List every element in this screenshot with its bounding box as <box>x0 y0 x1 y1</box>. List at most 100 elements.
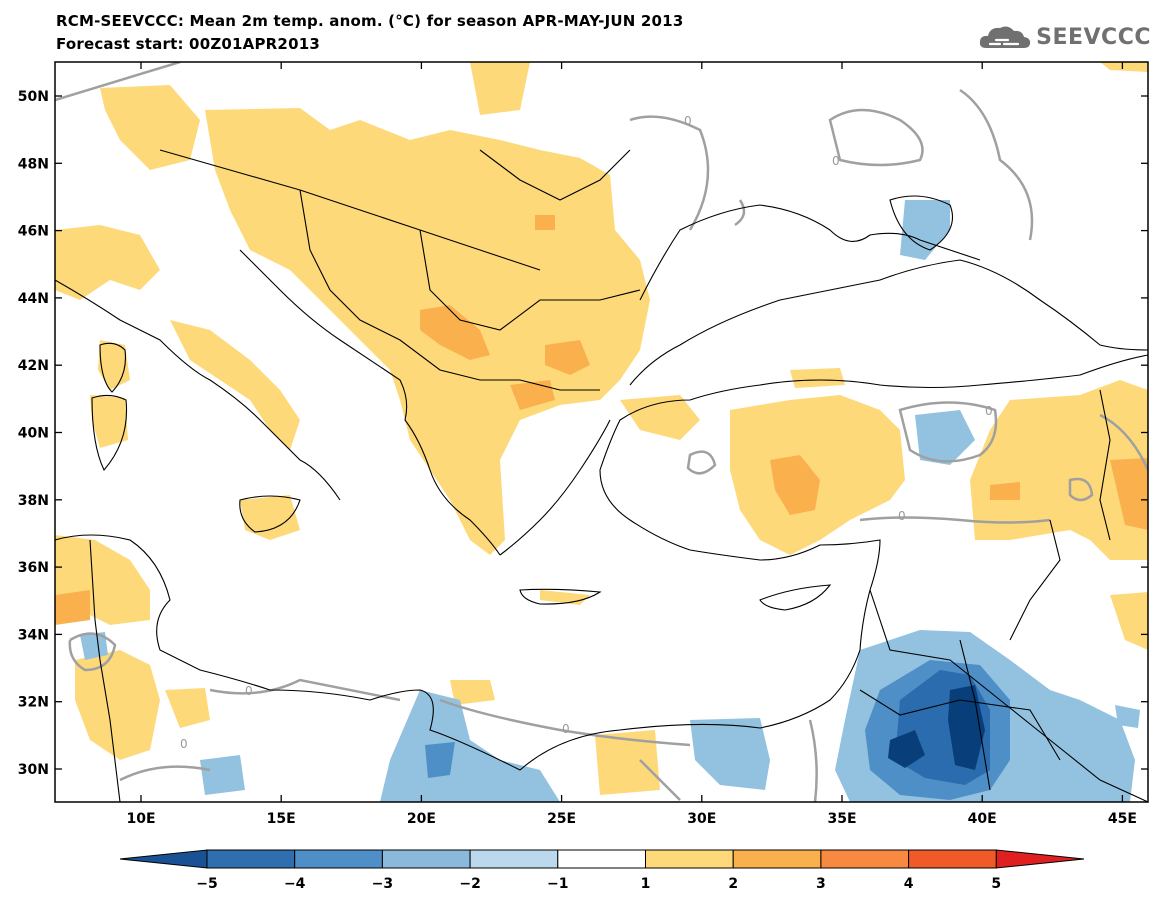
lat-label: 38N <box>18 493 49 509</box>
negative-region-iraq-edge <box>1115 705 1140 728</box>
border-line <box>89 539 101 661</box>
positive-region-sicily <box>240 495 300 540</box>
positive-region-egypt <box>595 730 660 795</box>
lon-label: 20E <box>407 811 436 827</box>
colorbar-label: −5 <box>196 876 217 892</box>
border-line <box>419 229 641 331</box>
border-line <box>1009 519 1061 641</box>
colorbar-arrow-right <box>995 849 1085 869</box>
lon-label: 30E <box>687 811 716 827</box>
colorbar-segment <box>908 849 997 869</box>
colorbar-segment <box>732 849 822 869</box>
contour-label: 0 <box>985 404 993 418</box>
zero-contour-line <box>959 88 1034 241</box>
colorbar-segment <box>206 849 296 869</box>
positive-core-romania <box>535 215 555 230</box>
negative-region-east-turkey <box>915 410 975 465</box>
positive-region-france <box>55 225 160 300</box>
colorbar-label: 5 <box>991 876 1001 892</box>
zero-contour-line <box>828 108 924 167</box>
zero-contours <box>55 62 1148 802</box>
coastline-anatolia <box>599 354 1148 591</box>
colorbar-label: 2 <box>728 876 738 892</box>
latitude-axis: 50N 48N 46N 44N 42N 40N 38N 36N 34N 32N 30N <box>18 89 1148 778</box>
positive-core-bulgaria <box>545 340 590 375</box>
zero-contour-line <box>734 199 746 227</box>
positive-region-east-edge <box>1110 592 1148 650</box>
colorbar-segment <box>820 849 910 869</box>
border-line <box>299 189 600 391</box>
zero-contour-line <box>55 62 181 102</box>
zero-contour-line <box>1068 477 1094 502</box>
lon-label: 15E <box>267 811 296 827</box>
zero-contour-line <box>639 759 681 801</box>
lat-label: 30N <box>18 762 49 778</box>
coastline-black-sea-north <box>639 204 981 301</box>
coastline-aegean-west <box>499 419 611 556</box>
contour-label: 0 <box>180 737 188 751</box>
lat-label: 50N <box>18 89 49 105</box>
coastline-italy-west <box>55 279 341 501</box>
positive-region-gulf-sirte <box>165 688 210 728</box>
zero-contour-line <box>898 401 998 463</box>
contour-label: 0 <box>562 722 570 736</box>
lat-label: 40N <box>18 426 49 442</box>
positive-region-black-sea-coast <box>790 368 845 388</box>
zero-contour-line <box>859 516 1051 524</box>
zero-contour-line <box>629 115 710 231</box>
positive-region-poland <box>470 62 530 115</box>
zero-contour-line <box>686 450 717 475</box>
positive-core-armenia <box>990 482 1020 500</box>
negative-core-libya <box>425 742 455 778</box>
negative-region-central-med <box>200 755 245 795</box>
colorbar-arrow-left <box>119 849 208 869</box>
lat-label: 36N <box>18 560 49 576</box>
colorbar-segment <box>469 849 559 869</box>
colorbar-segment <box>294 849 383 869</box>
zero-contour-line <box>68 632 117 672</box>
lon-label: 40E <box>968 811 997 827</box>
positive-region-italy <box>170 320 300 450</box>
zero-contour-line <box>439 698 691 747</box>
positive-core-thrace <box>510 380 555 410</box>
colorbar-label: −2 <box>459 876 480 892</box>
contour-label: 0 <box>245 684 253 698</box>
positive-region-sardinia <box>90 395 128 448</box>
lat-label: 46N <box>18 224 49 240</box>
zero-contour-line <box>209 678 401 702</box>
colorbar-label: −1 <box>547 876 568 892</box>
zero-contour-line <box>808 719 818 802</box>
coastline-adriatic-east <box>239 249 501 556</box>
coastline-sardinia <box>91 394 128 471</box>
lon-label: 10E <box>126 811 155 827</box>
border-line <box>159 149 541 271</box>
positive-core-caucasus <box>1110 458 1148 530</box>
colorbar-label: 4 <box>904 876 914 892</box>
logo-text: SEEVCCC <box>1036 24 1151 50</box>
longitude-axis: 10E 15E 20E 25E 30E 35E 40E 45E <box>126 62 1137 827</box>
border-line <box>959 639 991 791</box>
positive-region-libya-coast <box>450 680 495 705</box>
colorbar-label: −4 <box>284 876 306 892</box>
lat-label: 34N <box>18 627 49 643</box>
border-line <box>869 589 1148 802</box>
colorbar-segment <box>557 849 646 869</box>
contour-label: 0 <box>832 154 840 168</box>
strong-positive-anomaly-fields <box>55 215 1148 625</box>
positive-region-tunisia <box>75 650 160 760</box>
positive-region-west-anatolia <box>620 395 700 440</box>
seevccc-logo: SEEVCCC <box>978 20 1151 54</box>
cloud-icon <box>980 26 1031 48</box>
negative-region-tunisia-west <box>80 632 108 660</box>
colorbar-label: 1 <box>641 876 651 892</box>
coastline-crete <box>519 588 602 605</box>
positive-region-northeast-corner <box>1100 62 1148 72</box>
negative-region-arabia-core <box>888 730 925 768</box>
forecast-start-label: Forecast start: 00Z01APR2013 <box>56 35 320 53</box>
lon-label: 25E <box>547 811 576 827</box>
lon-label: 45E <box>1108 811 1137 827</box>
coastline-sicily <box>239 495 301 533</box>
lat-label: 42N <box>18 358 49 374</box>
coastline-black-sea-south <box>629 259 1148 386</box>
